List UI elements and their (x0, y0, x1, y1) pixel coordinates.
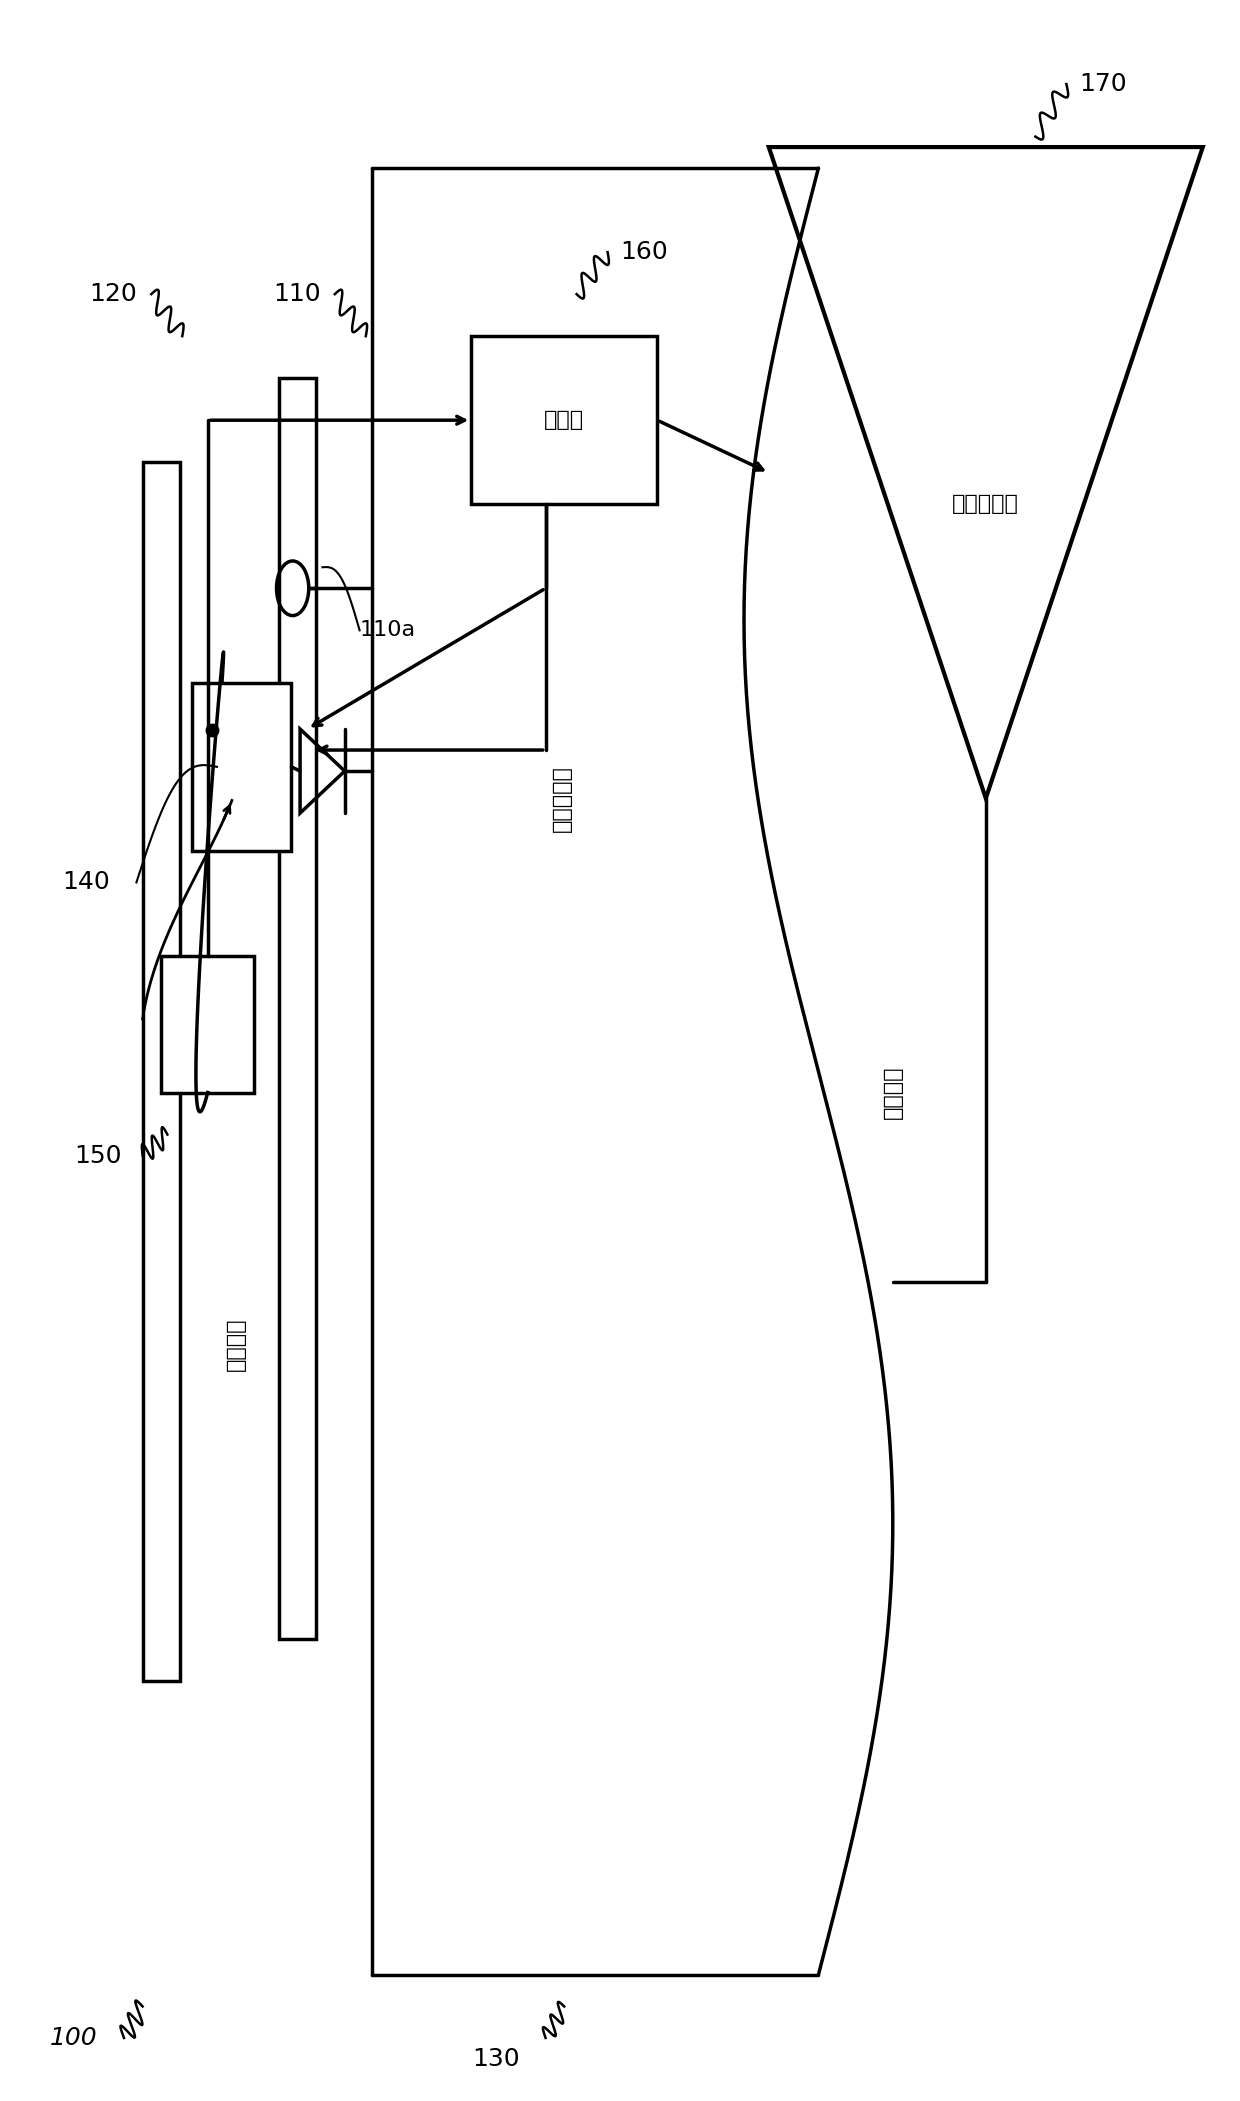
Bar (161, 956, 254, 1093)
Text: 120: 120 (89, 282, 138, 307)
Text: 140: 140 (62, 870, 110, 895)
Bar (143, 462, 180, 1681)
Bar (279, 378, 316, 1639)
Text: 110: 110 (273, 282, 320, 307)
Text: 130: 130 (472, 2046, 520, 2072)
Text: 110a: 110a (360, 620, 415, 641)
Text: 电容値调整: 电容値调整 (552, 765, 572, 832)
Bar (192, 683, 291, 851)
Text: 100: 100 (50, 2025, 97, 2051)
Text: 天线信号: 天线信号 (883, 1065, 903, 1120)
Text: 150: 150 (74, 1143, 122, 1168)
Text: 160: 160 (620, 240, 668, 265)
Text: 控制器: 控制器 (544, 410, 584, 431)
Text: 功率放大器: 功率放大器 (952, 494, 1019, 515)
Text: 感测信号: 感测信号 (226, 1317, 246, 1372)
Bar (471, 336, 657, 504)
Text: 170: 170 (1079, 71, 1126, 97)
